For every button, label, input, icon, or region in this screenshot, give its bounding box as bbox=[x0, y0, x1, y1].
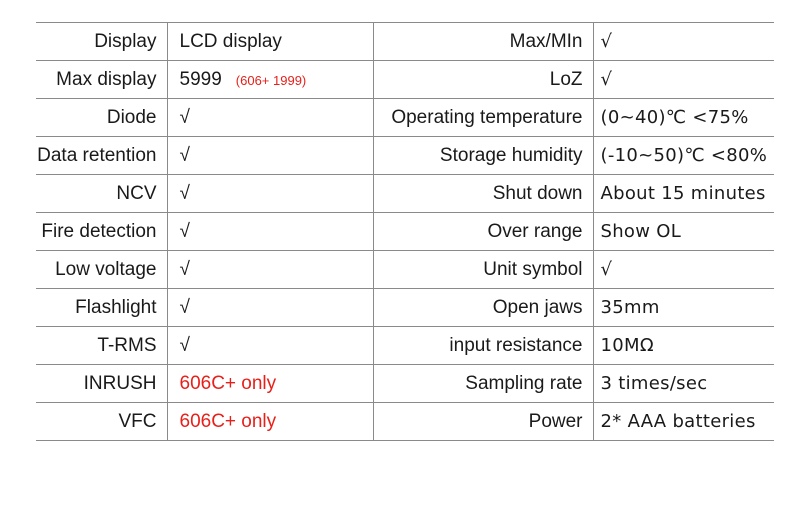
left-label: Diode bbox=[36, 98, 167, 137]
right-label: Max/MIn bbox=[373, 22, 593, 61]
left-value-text: 5999 bbox=[179, 68, 222, 90]
left-value: √ bbox=[166, 288, 374, 327]
left-value: √ bbox=[166, 98, 374, 137]
spec-row: INRUSH 606C+ only Sampling rate 3 times/sec bbox=[36, 364, 774, 403]
left-value-text: √ bbox=[179, 334, 190, 356]
right-value: 35mm bbox=[592, 288, 774, 327]
left-value-text: √ bbox=[179, 258, 190, 280]
right-value: √ bbox=[592, 250, 774, 289]
right-value: √ bbox=[592, 60, 774, 99]
left-value-text: 606C+ only bbox=[179, 372, 277, 394]
spec-row: Display LCD display Max/MIn √ bbox=[36, 22, 774, 61]
left-label: Low voltage bbox=[36, 250, 167, 289]
left-value: 606C+ only bbox=[166, 364, 374, 403]
left-label: Data retention bbox=[36, 136, 167, 175]
right-value: (0~40)℃ <75% bbox=[592, 98, 774, 137]
right-value: Show OL bbox=[592, 212, 774, 251]
right-value: 2* AAA batteries bbox=[592, 402, 774, 441]
left-label: NCV bbox=[36, 174, 167, 213]
spec-row: Flashlight √ Open jaws 35mm bbox=[36, 288, 774, 327]
right-value: √ bbox=[592, 22, 774, 61]
left-label: Fire detection bbox=[36, 212, 167, 251]
left-value-text: LCD display bbox=[179, 30, 282, 52]
right-label: input resistance bbox=[373, 326, 593, 365]
right-label: Open jaws bbox=[373, 288, 593, 327]
right-label: Sampling rate bbox=[373, 364, 593, 403]
spec-row: VFC 606C+ only Power 2* AAA batteries bbox=[36, 402, 774, 441]
spec-row: Data retention √ Storage humidity (-10~50)℃… bbox=[36, 136, 774, 175]
right-label: LoZ bbox=[373, 60, 593, 99]
left-label: Display bbox=[36, 22, 167, 61]
left-value: √ bbox=[166, 326, 374, 365]
spec-row: Fire detection √ Over range Show OL bbox=[36, 212, 774, 251]
right-value: About 15 minutes bbox=[592, 174, 774, 213]
left-value-text: 606C+ only bbox=[179, 410, 277, 432]
left-note: (606+ 1999) bbox=[235, 72, 307, 88]
left-value: 5999 (606+ 1999) bbox=[166, 60, 374, 99]
left-value-text: √ bbox=[179, 296, 190, 318]
right-label: Shut down bbox=[373, 174, 593, 213]
spec-row: Low voltage √ Unit symbol √ bbox=[36, 250, 774, 289]
left-label: VFC bbox=[36, 402, 167, 441]
spec-row: NCV √ Shut down About 15 minutes bbox=[36, 174, 774, 213]
left-value: 606C+ only bbox=[166, 402, 374, 441]
right-value: (-10~50)℃ <80% bbox=[592, 136, 774, 175]
spec-row: Diode √ Operating temperature (0~40)℃ <75% bbox=[36, 98, 774, 137]
right-label: Unit symbol bbox=[373, 250, 593, 289]
left-value: √ bbox=[166, 136, 374, 175]
left-value-text: √ bbox=[179, 144, 190, 166]
left-label: Flashlight bbox=[36, 288, 167, 327]
left-label: T-RMS bbox=[36, 326, 167, 365]
left-label: Max display bbox=[36, 60, 167, 99]
right-label: Operating temperature bbox=[373, 98, 593, 137]
spec-body: Display LCD display Max/MIn √ Max display 599… bbox=[36, 22, 774, 441]
left-value: LCD display bbox=[166, 22, 374, 61]
right-label: Over range bbox=[373, 212, 593, 251]
spec-row: Max display 5999 (606+ 1999) LoZ √ bbox=[36, 60, 774, 99]
right-label: Storage humidity bbox=[373, 136, 593, 175]
left-value: √ bbox=[166, 250, 374, 289]
right-label: Power bbox=[373, 402, 593, 441]
spec-row: T-RMS √ input resistance 10MΩ bbox=[36, 326, 774, 365]
left-label: INRUSH bbox=[36, 364, 167, 403]
left-value: √ bbox=[166, 212, 374, 251]
right-value: 3 times/sec bbox=[592, 364, 774, 403]
left-value-text: √ bbox=[179, 106, 190, 128]
left-value-text: √ bbox=[179, 182, 190, 204]
right-value: 10MΩ bbox=[592, 326, 774, 365]
spec-table: Display LCD display Max/MIn √ Max display 599… bbox=[36, 22, 774, 441]
left-value: √ bbox=[166, 174, 374, 213]
left-value-text: √ bbox=[179, 220, 190, 242]
